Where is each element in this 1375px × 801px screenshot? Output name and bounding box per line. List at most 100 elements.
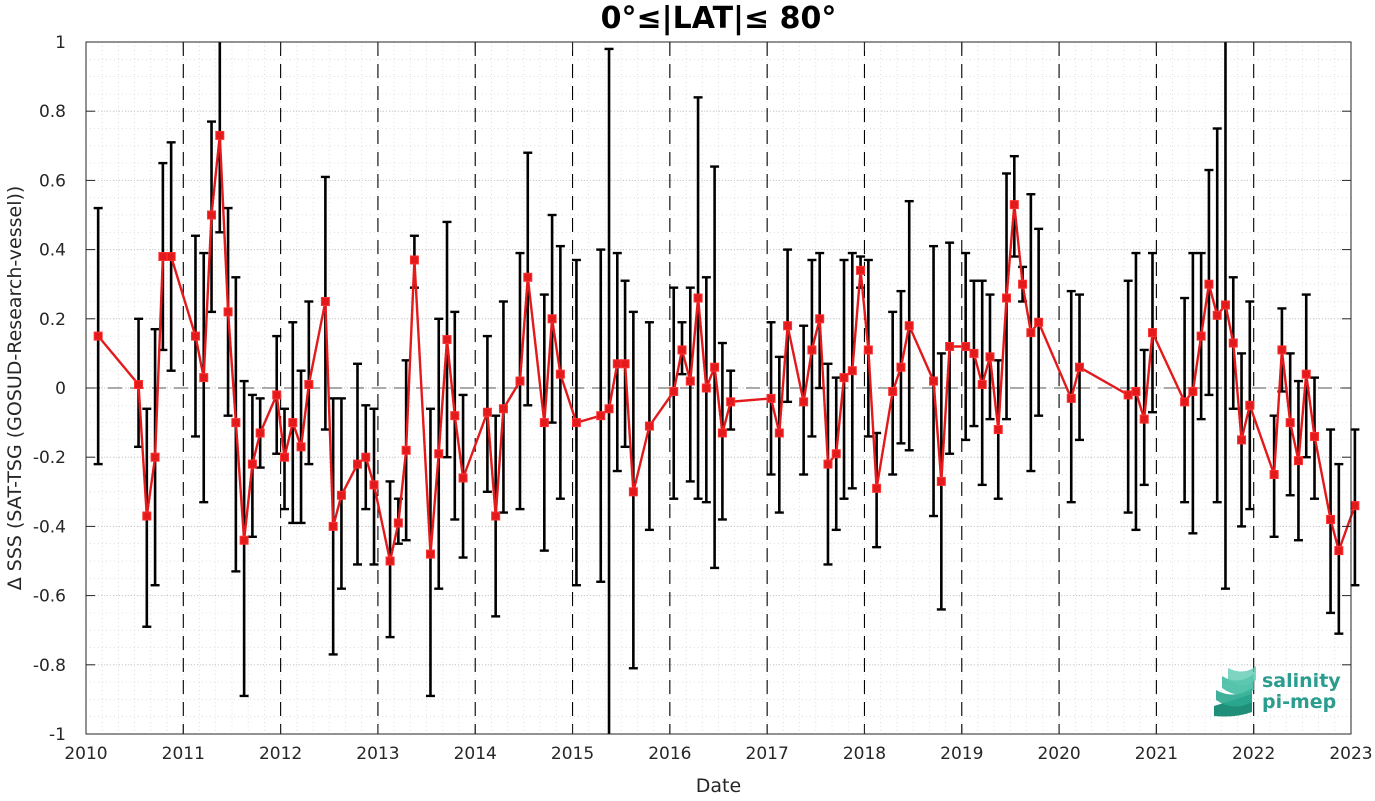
- data-point-47: [620, 359, 630, 369]
- y-tick-label--0.4: -0.4: [33, 517, 66, 537]
- data-point-51: [677, 345, 687, 355]
- data-point-28: [401, 445, 411, 455]
- data-point-106: [1301, 369, 1311, 379]
- data-point-104: [1285, 418, 1295, 428]
- data-point-95: [1196, 331, 1206, 341]
- data-point-1: [134, 380, 144, 390]
- salinity-pi-mep-logo: salinity pi-mep: [1214, 666, 1341, 717]
- data-point-41: [547, 314, 557, 324]
- data-point-60: [783, 321, 793, 331]
- data-point-79: [977, 380, 987, 390]
- logo-line2: pi-mep: [1262, 691, 1336, 713]
- y-tick-label--1: -1: [49, 725, 66, 745]
- data-point-57: [726, 397, 736, 407]
- data-point-2: [142, 511, 152, 521]
- data-point-5: [166, 252, 176, 262]
- data-point-62: [807, 345, 817, 355]
- data-point-30: [425, 549, 435, 559]
- data-point-67: [847, 366, 857, 376]
- data-point-108: [1326, 514, 1336, 524]
- data-point-14: [255, 428, 265, 438]
- data-point-91: [1139, 414, 1149, 424]
- data-point-87: [1066, 393, 1076, 403]
- x-tick-label-2013: 2013: [356, 744, 399, 764]
- x-tick-label-2023: 2023: [1329, 744, 1372, 764]
- data-point-68: [856, 265, 866, 275]
- data-point-24: [361, 452, 371, 462]
- data-point-64: [823, 459, 833, 469]
- data-point-37: [498, 404, 508, 414]
- data-point-85: [1026, 328, 1036, 338]
- data-point-83: [1009, 200, 1019, 210]
- data-point-11: [231, 418, 241, 428]
- data-point-16: [280, 452, 290, 462]
- data-point-45: [604, 404, 614, 414]
- data-point-97: [1212, 310, 1222, 320]
- data-point-72: [896, 362, 906, 372]
- minor-grid: [85, 41, 1352, 735]
- year-divider-lines: [182, 42, 1255, 734]
- x-tick-label-2018: 2018: [843, 744, 886, 764]
- x-tick-label-2016: 2016: [648, 744, 691, 764]
- data-point-61: [799, 397, 809, 407]
- data-point-43: [571, 418, 581, 428]
- data-point-76: [945, 341, 955, 351]
- logo-line1: salinity: [1262, 670, 1341, 692]
- data-point-49: [644, 421, 654, 431]
- data-point-23: [352, 459, 362, 469]
- data-point-58: [766, 393, 776, 403]
- data-point-4: [158, 252, 168, 262]
- data-point-26: [385, 556, 395, 566]
- data-point-55: [710, 362, 720, 372]
- data-point-74: [929, 376, 939, 386]
- data-point-29: [409, 255, 419, 265]
- data-point-77: [961, 341, 971, 351]
- data-point-86: [1034, 317, 1044, 327]
- data-point-69: [863, 345, 873, 355]
- data-point-0: [93, 331, 103, 341]
- x-tick-label-2014: 2014: [454, 744, 497, 764]
- data-point-17: [288, 418, 298, 428]
- data-point-66: [839, 373, 849, 383]
- data-point-82: [1002, 293, 1012, 303]
- data-point-40: [539, 418, 549, 428]
- data-point-13: [247, 459, 257, 469]
- y-tick-labels: -1 -0.8 -0.6 -0.4 -0.2 0 0.2 0.4 0.6 0.8 1: [33, 33, 66, 745]
- data-point-42: [555, 369, 565, 379]
- x-tick-label-2022: 2022: [1232, 744, 1275, 764]
- data-point-59: [774, 428, 784, 438]
- data-point-3: [150, 452, 160, 462]
- data-point-34: [458, 473, 468, 483]
- data-point-103: [1277, 345, 1287, 355]
- x-tick-label-2012: 2012: [259, 744, 302, 764]
- x-tick-label-2020: 2020: [1037, 744, 1080, 764]
- x-axis-label: Date: [696, 775, 741, 797]
- y-axis-label: Δ SSS (SAT-TSG (GOSUD-Research-vessel)): [4, 186, 26, 591]
- data-point-102: [1269, 470, 1279, 479]
- data-point-81: [993, 425, 1003, 435]
- data-point-6: [190, 331, 200, 341]
- y-tick-label--0.8: -0.8: [33, 656, 66, 676]
- data-point-33: [450, 411, 460, 421]
- data-point-96: [1204, 279, 1214, 289]
- data-point-99: [1228, 338, 1238, 348]
- data-point-32: [442, 335, 452, 345]
- data-point-36: [491, 511, 501, 521]
- data-point-75: [936, 476, 946, 486]
- data-point-46: [612, 359, 622, 369]
- series-markers: [93, 130, 1360, 566]
- y-tick-label--0.2: -0.2: [33, 448, 66, 468]
- data-point-105: [1293, 456, 1303, 466]
- data-point-10: [223, 307, 233, 317]
- y-tick-label-0.8: 0.8: [39, 102, 66, 122]
- data-point-48: [628, 487, 638, 497]
- x-tick-label-2021: 2021: [1135, 744, 1178, 764]
- x-tick-labels: 2010 2011 2012 2013 2014 2015 2016 2017 2018 2019…: [64, 744, 1372, 764]
- data-point-7: [199, 373, 209, 383]
- data-point-15: [272, 390, 282, 400]
- data-point-80: [985, 352, 995, 362]
- y-tick-label-0: 0: [55, 379, 66, 399]
- data-point-56: [717, 428, 727, 438]
- data-point-22: [336, 490, 346, 500]
